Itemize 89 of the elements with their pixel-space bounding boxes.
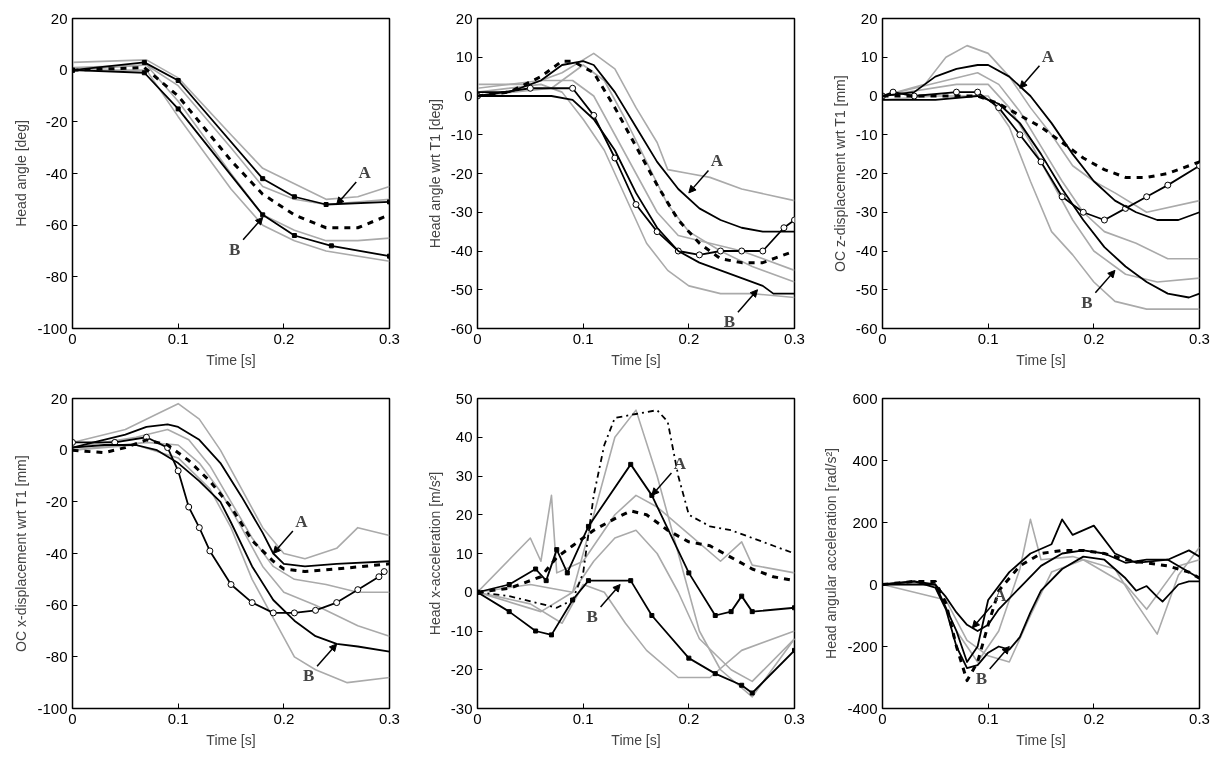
- annotation: B: [975, 669, 987, 688]
- y-tick-label: 0: [464, 583, 473, 601]
- x-tick-label: 0.1: [977, 709, 999, 727]
- y-tick-label: -50: [855, 280, 878, 298]
- y-tick-label: -80: [45, 267, 68, 285]
- y-tick-label: -20: [45, 112, 68, 130]
- y-tick-label: -60: [450, 319, 473, 337]
- annotation: A: [295, 512, 309, 531]
- y-tick-label: 0: [59, 61, 68, 79]
- y-tick-label: -40: [450, 242, 473, 259]
- annotation: B: [1081, 292, 1093, 312]
- x-tick-label: 0.3: [379, 329, 400, 347]
- y-tick-label: -30: [450, 699, 473, 717]
- x-tick-label: 0.1: [167, 709, 189, 727]
- y-axis-title: Head x-acceleration [m/s²]: [426, 471, 443, 636]
- y-tick-label: 40: [455, 428, 473, 446]
- y-tick-label: -20: [450, 660, 473, 678]
- y-tick-label: -10: [855, 125, 878, 143]
- annotation: A: [358, 163, 372, 182]
- x-axis-title: Time [s]: [1016, 731, 1066, 748]
- y-tick-label: -200: [847, 637, 878, 655]
- y-tick-label: -400: [847, 699, 878, 717]
- y-axis-title: Head angle wrt T1 [deg]: [426, 99, 443, 249]
- y-tick-label: 0: [464, 87, 473, 104]
- y-tick-label: -20: [450, 164, 473, 182]
- y-tick-label: 0: [869, 575, 878, 593]
- y-tick-label: -30: [450, 203, 473, 221]
- x-tick-label: 0.2: [678, 329, 700, 347]
- y-axis-title: Head angular acceleration [rad/s²]: [823, 448, 840, 659]
- y-tick-label: 20: [455, 9, 473, 27]
- y-axis-title: OC z-displacement wrt T1 [mm]: [831, 75, 848, 272]
- y-tick-label: 600: [852, 389, 878, 407]
- x-tick-label: 0.3: [379, 709, 400, 727]
- y-tick-label: 10: [860, 48, 878, 66]
- y-tick-label: -10: [450, 622, 473, 639]
- x-tick-label: 0.1: [572, 329, 594, 347]
- y-tick-label: -60: [45, 216, 68, 234]
- x-tick-label: 0.3: [784, 329, 805, 347]
- x-tick-label: 0.1: [167, 329, 189, 347]
- x-tick-label: 0.2: [1083, 709, 1105, 727]
- x-tick-label: 0.1: [977, 329, 999, 347]
- x-tick-label: 0.3: [1189, 709, 1210, 727]
- y-tick-label: 0: [59, 441, 68, 459]
- y-tick-label: -100: [37, 319, 68, 337]
- y-tick-label: 0: [869, 87, 878, 104]
- y-axis-title: OC x-displacement wrt T1 [mm]: [13, 455, 30, 652]
- y-tick-label: -60: [45, 596, 68, 614]
- annotation: A: [1041, 46, 1055, 66]
- y-tick-label: -10: [450, 125, 473, 143]
- y-tick-label: -20: [855, 164, 878, 182]
- y-tick-label: 20: [50, 9, 68, 27]
- x-tick-label: 0.2: [273, 709, 295, 727]
- annotation: B: [303, 666, 315, 686]
- y-tick-label: 10: [455, 544, 473, 562]
- annotation: A: [673, 453, 687, 473]
- y-tick-label: -80: [45, 647, 68, 665]
- annotation: B: [723, 312, 736, 332]
- y-axis-title: Head angle [deg]: [13, 120, 30, 227]
- y-tick-label: -30: [855, 203, 878, 221]
- x-tick-label: 0.3: [784, 709, 805, 727]
- y-tick-label: 400: [852, 451, 878, 469]
- y-tick-label: -40: [45, 164, 68, 182]
- x-axis-title: Time [s]: [611, 351, 661, 368]
- x-tick-label: 0.3: [1189, 329, 1210, 347]
- y-tick-label: 30: [455, 467, 473, 484]
- annotation: B: [229, 239, 241, 259]
- y-tick-label: -50: [450, 280, 473, 298]
- y-tick-label: 20: [50, 389, 68, 407]
- x-tick-label: 0.2: [1083, 329, 1105, 347]
- annotation: B: [586, 607, 598, 626]
- annotation: A: [710, 151, 724, 171]
- x-axis-title: Time [s]: [611, 731, 661, 748]
- y-tick-label: -60: [855, 319, 878, 337]
- y-tick-label: 20: [860, 9, 878, 27]
- y-tick-label: 200: [852, 513, 878, 531]
- x-tick-label: 0.2: [678, 709, 700, 727]
- y-tick-label: -40: [45, 544, 68, 562]
- y-tick-label: 20: [455, 505, 473, 523]
- x-axis-title: Time [s]: [1016, 351, 1066, 368]
- y-tick-label: -100: [37, 699, 68, 717]
- y-tick-label: 10: [455, 48, 473, 66]
- annotation: A: [994, 586, 1008, 606]
- y-tick-label: 50: [455, 389, 473, 407]
- y-tick-label: -40: [855, 242, 878, 259]
- x-tick-label: 0.1: [572, 709, 594, 727]
- x-axis-title: Time [s]: [206, 731, 256, 748]
- y-tick-label: -20: [45, 492, 68, 510]
- x-axis-title: Time [s]: [206, 351, 256, 368]
- x-tick-label: 0.2: [273, 329, 295, 347]
